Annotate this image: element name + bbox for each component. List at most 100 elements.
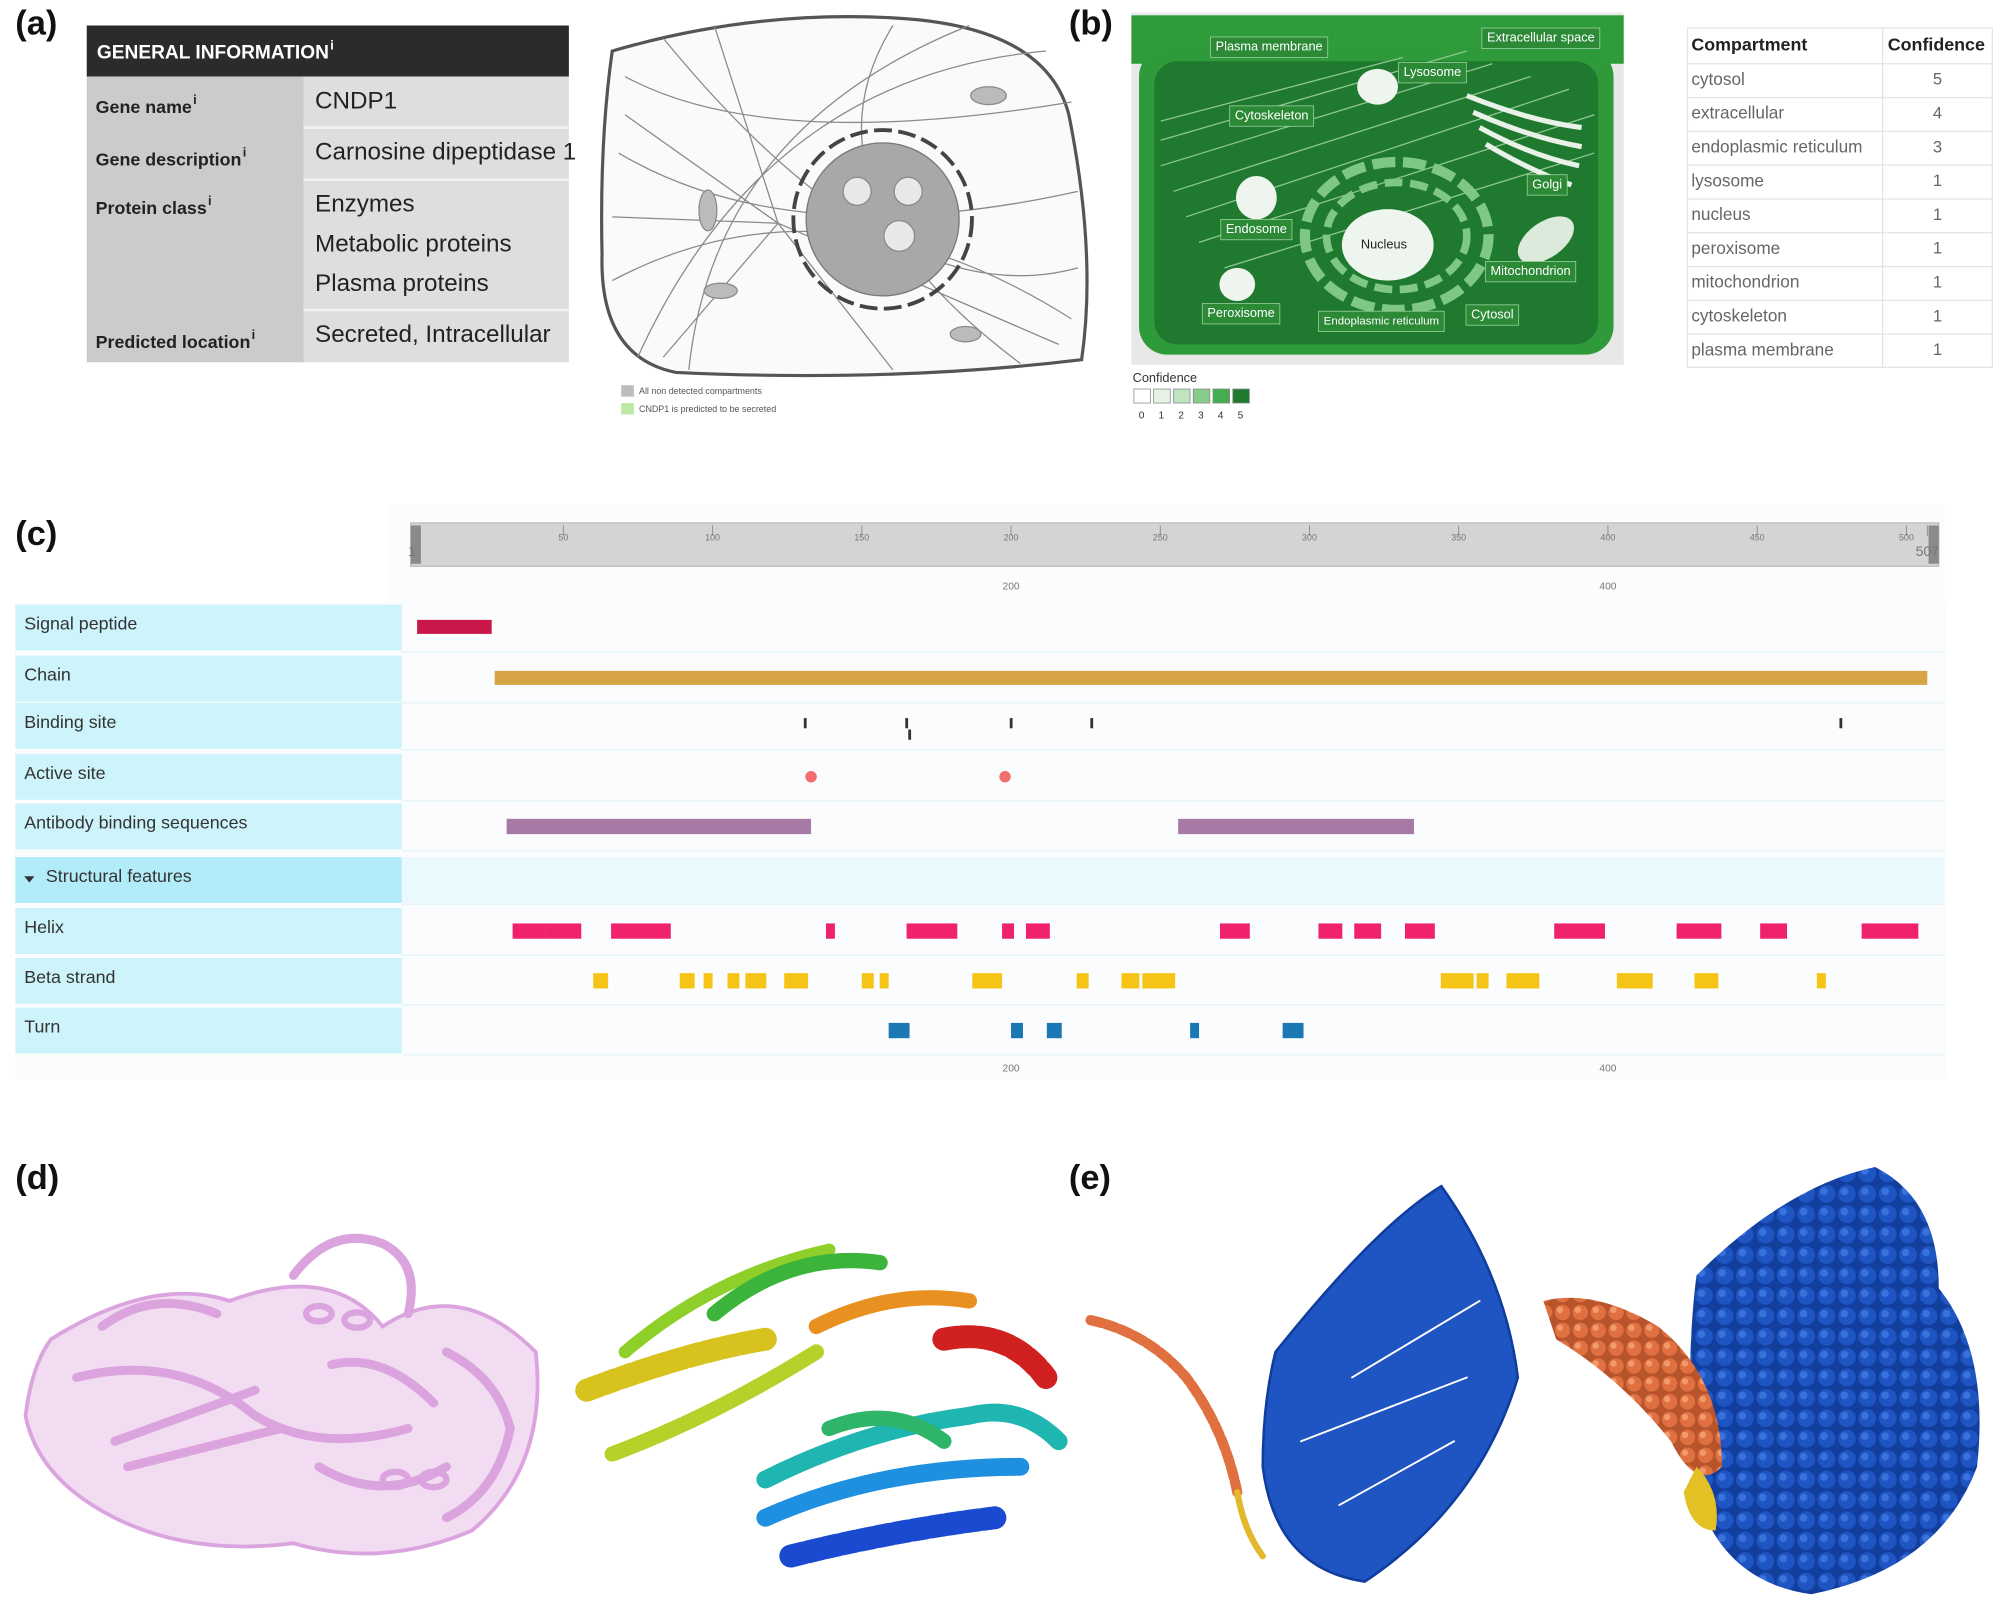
track-label-cell (15, 655, 402, 702)
ruler-tick-label: 250 (1153, 533, 1168, 543)
feature (805, 771, 817, 783)
panel-label: (d) (15, 1159, 59, 1197)
nucleolus (883, 220, 916, 252)
legend-level: 2 (1178, 410, 1184, 421)
ruler-tick-label: 50 (558, 533, 568, 543)
legend-swatch (621, 385, 634, 397)
feature (1076, 973, 1089, 989)
label-box (1485, 261, 1577, 283)
legend-text: CNDP1 is predicted to be secreted (639, 404, 776, 414)
feature (703, 973, 713, 989)
legend-level: 1 (1159, 410, 1165, 421)
golgi (1465, 93, 1583, 188)
label-column (86, 76, 304, 363)
scale-tick-label: 400 (1599, 1064, 1616, 1075)
feature (611, 923, 671, 939)
legend-level: 3 (1198, 410, 1204, 421)
structure-cartoon-rainbow (575, 1243, 1068, 1568)
structure-spacefill (1543, 1167, 1980, 1595)
track-label: Beta strand (24, 967, 115, 987)
cell: cytosol (1691, 69, 1745, 89)
label-box (1220, 218, 1293, 241)
compartment-label: Endoplasmic reticulum (1324, 315, 1439, 327)
feature (1318, 923, 1343, 939)
feature (1011, 1022, 1023, 1039)
ruler-handle (1928, 525, 1939, 564)
feature (905, 718, 909, 729)
legend-level: 0 (1139, 410, 1145, 421)
collapse-icon (24, 876, 35, 883)
legend-swatch (1153, 388, 1171, 404)
cytoskeleton (1160, 50, 1595, 269)
track-label-cell (15, 604, 402, 651)
compartment-table: Compartment Confidence cytosol 5 extracellul… (1686, 27, 1993, 368)
track-label: Structural features (46, 866, 192, 886)
cell: 4 (1933, 104, 1942, 123)
ruler-tick-label: 200 (1004, 533, 1019, 543)
feature (1440, 973, 1474, 989)
ruler-handle (410, 525, 421, 564)
feature (1861, 923, 1919, 939)
feature (1046, 1022, 1062, 1039)
legend-swatch (1232, 388, 1250, 404)
scale-tick-label: 200 (1003, 1064, 1020, 1075)
ruler-bar (410, 522, 1940, 567)
track-label-cell (15, 857, 402, 904)
ruler-tick-label: 150 (854, 533, 869, 543)
legend-level: 5 (1238, 410, 1244, 421)
label-box (1481, 27, 1601, 49)
feature (1404, 923, 1435, 939)
cell: plasma membrane (1691, 339, 1833, 359)
mitochondrion (1517, 216, 1574, 264)
info-icon: i (193, 92, 197, 107)
compartment-label: Extracellular space (1487, 30, 1595, 45)
structure-cartoon-blue (1085, 1163, 1520, 1583)
cell: mitochondrion (1691, 272, 1799, 292)
label-box (1526, 174, 1568, 196)
ruler-tick-label: 507 (1916, 543, 1940, 559)
structure-cartoon-pink (23, 1233, 540, 1556)
scale-tick-label: 200 (1003, 581, 1020, 592)
track-label: Chain (24, 665, 71, 685)
cell: peroxisome (1691, 238, 1780, 258)
track-label-cell (15, 803, 402, 850)
endoplasmic-reticulum (1322, 178, 1471, 294)
cell: 5 (1933, 70, 1942, 89)
feature (745, 973, 767, 989)
compartment-label: Mitochondrion (1491, 263, 1571, 278)
row-value: Carnosine dipeptidase 1 (315, 138, 576, 165)
panel-label: (a) (15, 5, 57, 43)
feature (999, 771, 1011, 783)
legend-title: Confidence (1133, 370, 1198, 385)
track-label: Binding site (24, 712, 116, 732)
feature (1178, 818, 1414, 835)
feature (1090, 718, 1094, 729)
cell: nucleus (1691, 204, 1750, 224)
legend-swatch (1133, 388, 1151, 404)
nuclear-envelope (791, 128, 974, 311)
cell: 1 (1933, 273, 1942, 292)
feature (784, 973, 809, 989)
track-label-cell (15, 753, 402, 800)
compartment-label: Lysosome (1404, 64, 1462, 79)
row-value: Metabolic proteins (315, 230, 512, 257)
feature (545, 923, 582, 939)
feature (1676, 923, 1722, 939)
endoplasmic-reticulum (1299, 156, 1494, 316)
feature (1694, 973, 1719, 989)
feature (512, 923, 546, 939)
info-icon: i (330, 37, 334, 52)
legend-swatch (621, 403, 634, 415)
row-label: Gene description (96, 149, 242, 169)
feature (908, 729, 912, 740)
compartment-label: Plasma membrane (1216, 39, 1323, 54)
track-label-cell (15, 1007, 402, 1054)
feature (1816, 973, 1826, 989)
feature (1839, 718, 1843, 729)
row-value: Plasma proteins (315, 270, 489, 297)
panel-label: (b) (1069, 5, 1113, 43)
row-label: Protein class (96, 198, 207, 218)
track-label: Signal peptide (24, 614, 137, 634)
feature (679, 973, 695, 989)
